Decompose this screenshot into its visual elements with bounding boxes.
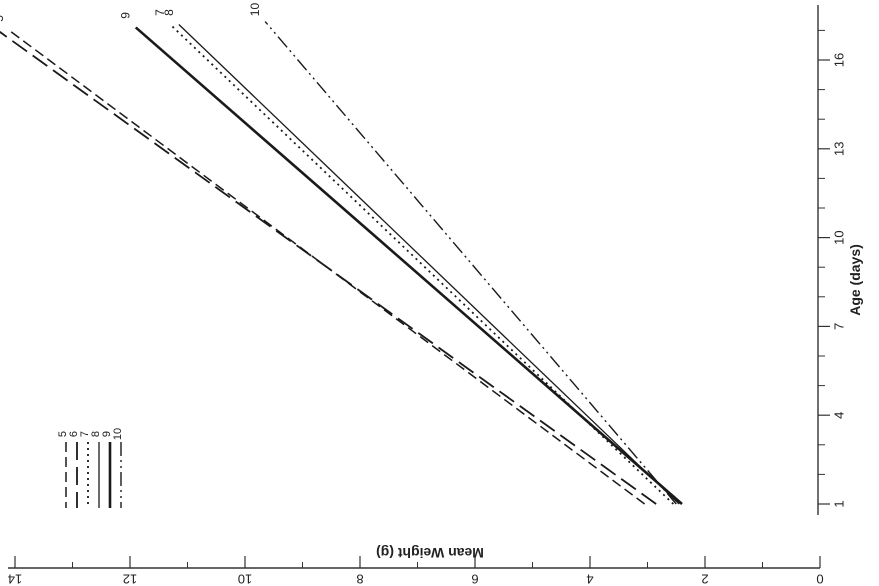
legend: 5 6 7 8 9 10 xyxy=(57,428,124,508)
legend-label: 10 xyxy=(112,428,124,440)
series-end-label: 10 xyxy=(248,3,262,17)
x-tick-label: 1 xyxy=(831,500,846,507)
legend-label: 6 xyxy=(68,431,80,437)
series-line-8 xyxy=(178,24,680,505)
y-tick-label: 2 xyxy=(701,572,708,586)
legend-label: 8 xyxy=(90,431,102,437)
y-tick-label: 8 xyxy=(356,572,363,586)
y-tick-label: 12 xyxy=(123,572,137,586)
legend-label: 7 xyxy=(79,431,91,437)
series-end-label: 7 xyxy=(153,9,167,16)
series-line-6 xyxy=(0,30,657,505)
series-end-label: 5 xyxy=(0,15,6,22)
y-tick-label: 4 xyxy=(586,572,593,586)
x-tick-label: 7 xyxy=(831,323,846,330)
x-tick-label: 16 xyxy=(831,53,846,67)
series-line-9 xyxy=(134,26,683,505)
legend-label: 9 xyxy=(101,431,113,437)
series-end-label: 9 xyxy=(119,12,133,19)
series-line-10 xyxy=(264,21,677,505)
x-tick-label: 10 xyxy=(831,230,846,244)
y-tick-label: 14 xyxy=(8,572,22,586)
y-tick-label: 0 xyxy=(816,572,823,586)
x-axis-label: Age (days) xyxy=(847,244,863,316)
y-tick-label: 10 xyxy=(238,572,252,586)
x-tick-label: 13 xyxy=(831,142,846,156)
legend-label: 5 xyxy=(57,431,69,437)
y-axis-label: Mean Weight (g) xyxy=(376,545,484,561)
series-end-label: 8 xyxy=(162,9,176,16)
y-tick-label: 6 xyxy=(471,572,478,586)
x-tick-label: 4 xyxy=(831,412,846,419)
